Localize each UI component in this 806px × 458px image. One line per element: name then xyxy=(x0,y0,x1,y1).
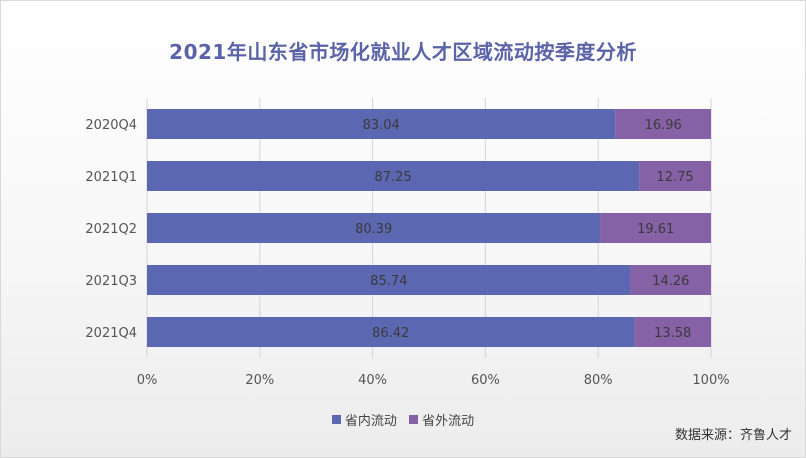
legend-swatch-series-2 xyxy=(409,415,419,424)
data-source-note: 数据来源：齐鲁人才 xyxy=(674,428,792,443)
bar-value-label: 19.61 xyxy=(637,222,674,237)
x-tick-label: 60% xyxy=(471,373,500,388)
bar-value-label: 16.96 xyxy=(645,118,682,133)
bar-segment-series-2 xyxy=(600,213,711,243)
bars-group: 83.04 16.96 87.25 12.75 80.39 19.61 85.74 14.26… xyxy=(147,109,711,347)
legend-label-series-1: 省内流动 xyxy=(344,414,397,429)
y-category-label: 2021Q1 xyxy=(85,170,137,185)
bar-value-label: 13.58 xyxy=(654,326,691,341)
bar-value-label: 87.25 xyxy=(374,170,411,185)
bar-segment-series-1 xyxy=(147,213,601,243)
x-tick-label: 80% xyxy=(584,373,613,388)
bar-segment-series-1 xyxy=(147,317,635,347)
y-category-label: 2021Q3 xyxy=(85,274,137,289)
bar-segment-series-2 xyxy=(615,109,711,139)
x-tick-label: 40% xyxy=(358,373,387,388)
x-tick-label: 20% xyxy=(245,373,274,388)
bar-value-label: 83.04 xyxy=(363,118,400,133)
bar-segment-series-1 xyxy=(147,109,616,139)
bar-value-label: 12.75 xyxy=(656,170,693,185)
bar-segment-series-2 xyxy=(634,317,711,347)
bar-value-label: 14.26 xyxy=(652,274,689,289)
bar-segment-series-1 xyxy=(147,161,640,191)
y-category-label: 2020Q4 xyxy=(85,118,137,133)
bar-value-label: 80.39 xyxy=(355,222,392,237)
legend-label-series-2: 省外流动 xyxy=(422,414,475,429)
legend-swatch-series-1 xyxy=(331,415,341,424)
chart-title: 2021年山东省市场化就业人才区域流动按季度分析 xyxy=(169,40,637,64)
x-axis-labels: 0% 20% 40% 60% 80% 100% xyxy=(137,373,730,388)
bar-value-label: 86.42 xyxy=(372,326,409,341)
x-tick-label: 0% xyxy=(137,373,158,388)
y-axis-labels: 2020Q4 2021Q1 2021Q2 2021Q3 2021Q4 xyxy=(85,118,137,341)
bar-segment-series-1 xyxy=(147,265,631,295)
bar-segment-series-2 xyxy=(639,161,711,191)
y-category-label: 2021Q2 xyxy=(85,222,137,237)
y-category-label: 2021Q4 xyxy=(85,326,137,341)
legend-item-series-1: 省内流动 xyxy=(331,410,397,429)
legend-item-series-2: 省外流动 xyxy=(409,410,474,429)
x-tick-label: 100% xyxy=(692,373,729,388)
bar-segment-series-2 xyxy=(630,265,711,295)
bar-value-label: 85.74 xyxy=(370,274,407,289)
legend: 省内流动 省外流动 xyxy=(0,410,806,429)
